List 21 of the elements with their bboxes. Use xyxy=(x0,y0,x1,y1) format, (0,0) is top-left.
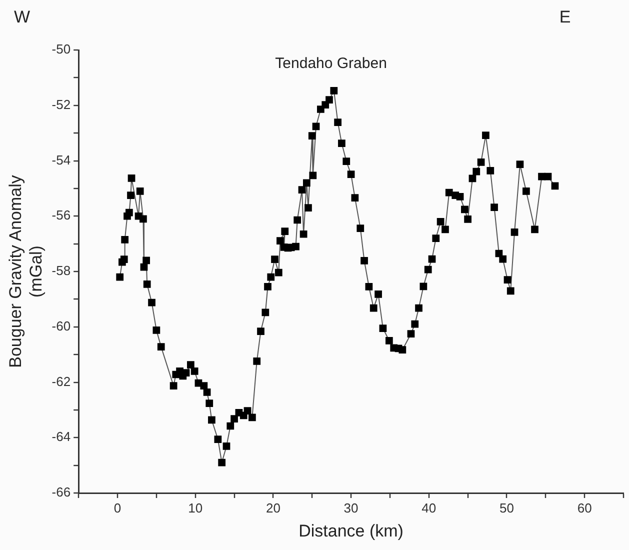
text: E xyxy=(559,8,571,27)
chart-title: Tendaho Graben xyxy=(275,55,387,72)
y-tick-label: -52 xyxy=(52,96,71,112)
x-tick-label: 30 xyxy=(344,500,358,516)
x-tick-label: 60 xyxy=(577,500,592,516)
x-tick-label: 40 xyxy=(422,500,436,516)
y-tick-label: -64 xyxy=(52,429,71,444)
y-tick-label: -58 xyxy=(52,263,71,278)
y-tick-label: -62 xyxy=(52,374,71,389)
y-tick-label: -50 xyxy=(52,42,71,57)
y-tick-label: -56 xyxy=(52,208,71,223)
x-tick-label: 10 xyxy=(188,500,203,516)
y-axis-title: Bouguer Gravity Anomaly (mGal) xyxy=(6,174,46,368)
y-tick-label: -60 xyxy=(52,318,71,334)
x-tick-label: 20 xyxy=(266,500,280,516)
y-tick-label: -66 xyxy=(52,484,71,500)
x-tick-label: 50 xyxy=(500,500,514,516)
x-tick-label: 0 xyxy=(114,500,122,516)
y-tick-label: -54 xyxy=(52,152,71,168)
x-axis-title: Distance (km) xyxy=(298,521,404,540)
text: W xyxy=(14,8,30,27)
